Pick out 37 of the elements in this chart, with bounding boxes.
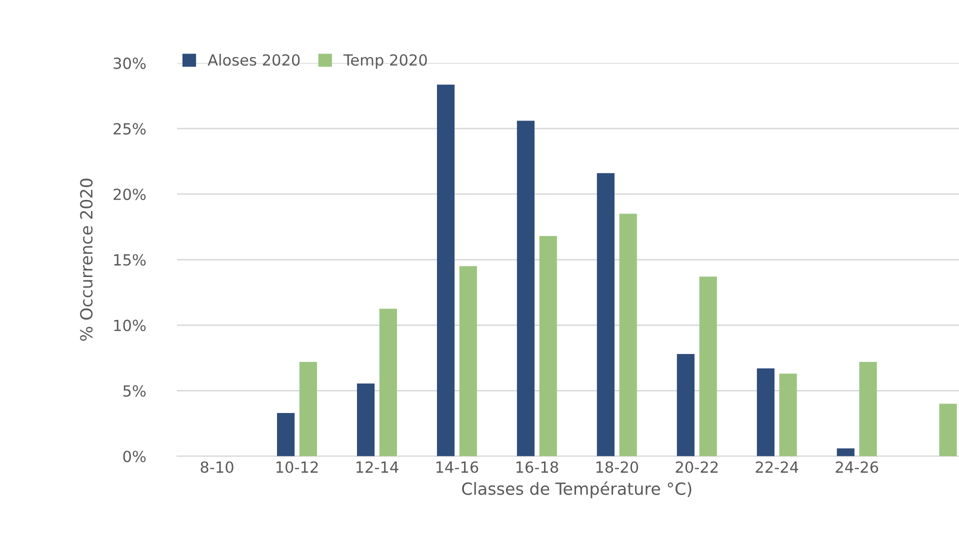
- bar: [436, 84, 455, 456]
- bar: [596, 173, 615, 456]
- legend-label: Aloses 2020: [208, 54, 300, 66]
- x-axis-title: Classes de Température °C): [462, 481, 692, 498]
- x-tick-label: 22-24: [756, 461, 798, 473]
- bar: [539, 236, 557, 456]
- y-tick-label: 5%: [123, 385, 146, 397]
- bar: [756, 368, 774, 456]
- x-tick-label: 14-16: [436, 461, 478, 473]
- y-tick-label: 15%: [114, 254, 146, 266]
- x-tick-label: 8-10: [200, 461, 234, 473]
- x-tick-label: 20-22: [676, 461, 718, 473]
- bar: [277, 412, 295, 456]
- bar: [619, 214, 637, 456]
- bar: [939, 404, 957, 456]
- bar: [356, 383, 375, 456]
- y-tick-label: 30%: [114, 58, 146, 70]
- x-tick-label: 12-14: [356, 461, 398, 473]
- bar: [379, 308, 397, 456]
- legend-label: Temp 2020: [343, 54, 427, 69]
- y-tick-label: 25%: [114, 123, 146, 135]
- bar: [836, 448, 854, 456]
- y-tick-label: 0%: [123, 450, 146, 462]
- bar: [299, 362, 317, 456]
- x-tick-label: 16-18: [516, 461, 558, 473]
- x-tick-label: 18-20: [596, 461, 638, 473]
- x-tick-label: 10-12: [276, 461, 318, 473]
- x-tick-label: 24-26: [836, 461, 878, 473]
- y-tick-label: 10%: [114, 320, 146, 332]
- bar: [779, 374, 797, 456]
- y-tick-label: 20%: [114, 188, 146, 200]
- y-axis-title: % Occurrence 2020: [80, 178, 93, 341]
- bar: [699, 276, 717, 456]
- bar: [676, 354, 695, 456]
- bar: [516, 120, 535, 456]
- bar: [859, 362, 877, 456]
- bar: [459, 266, 477, 456]
